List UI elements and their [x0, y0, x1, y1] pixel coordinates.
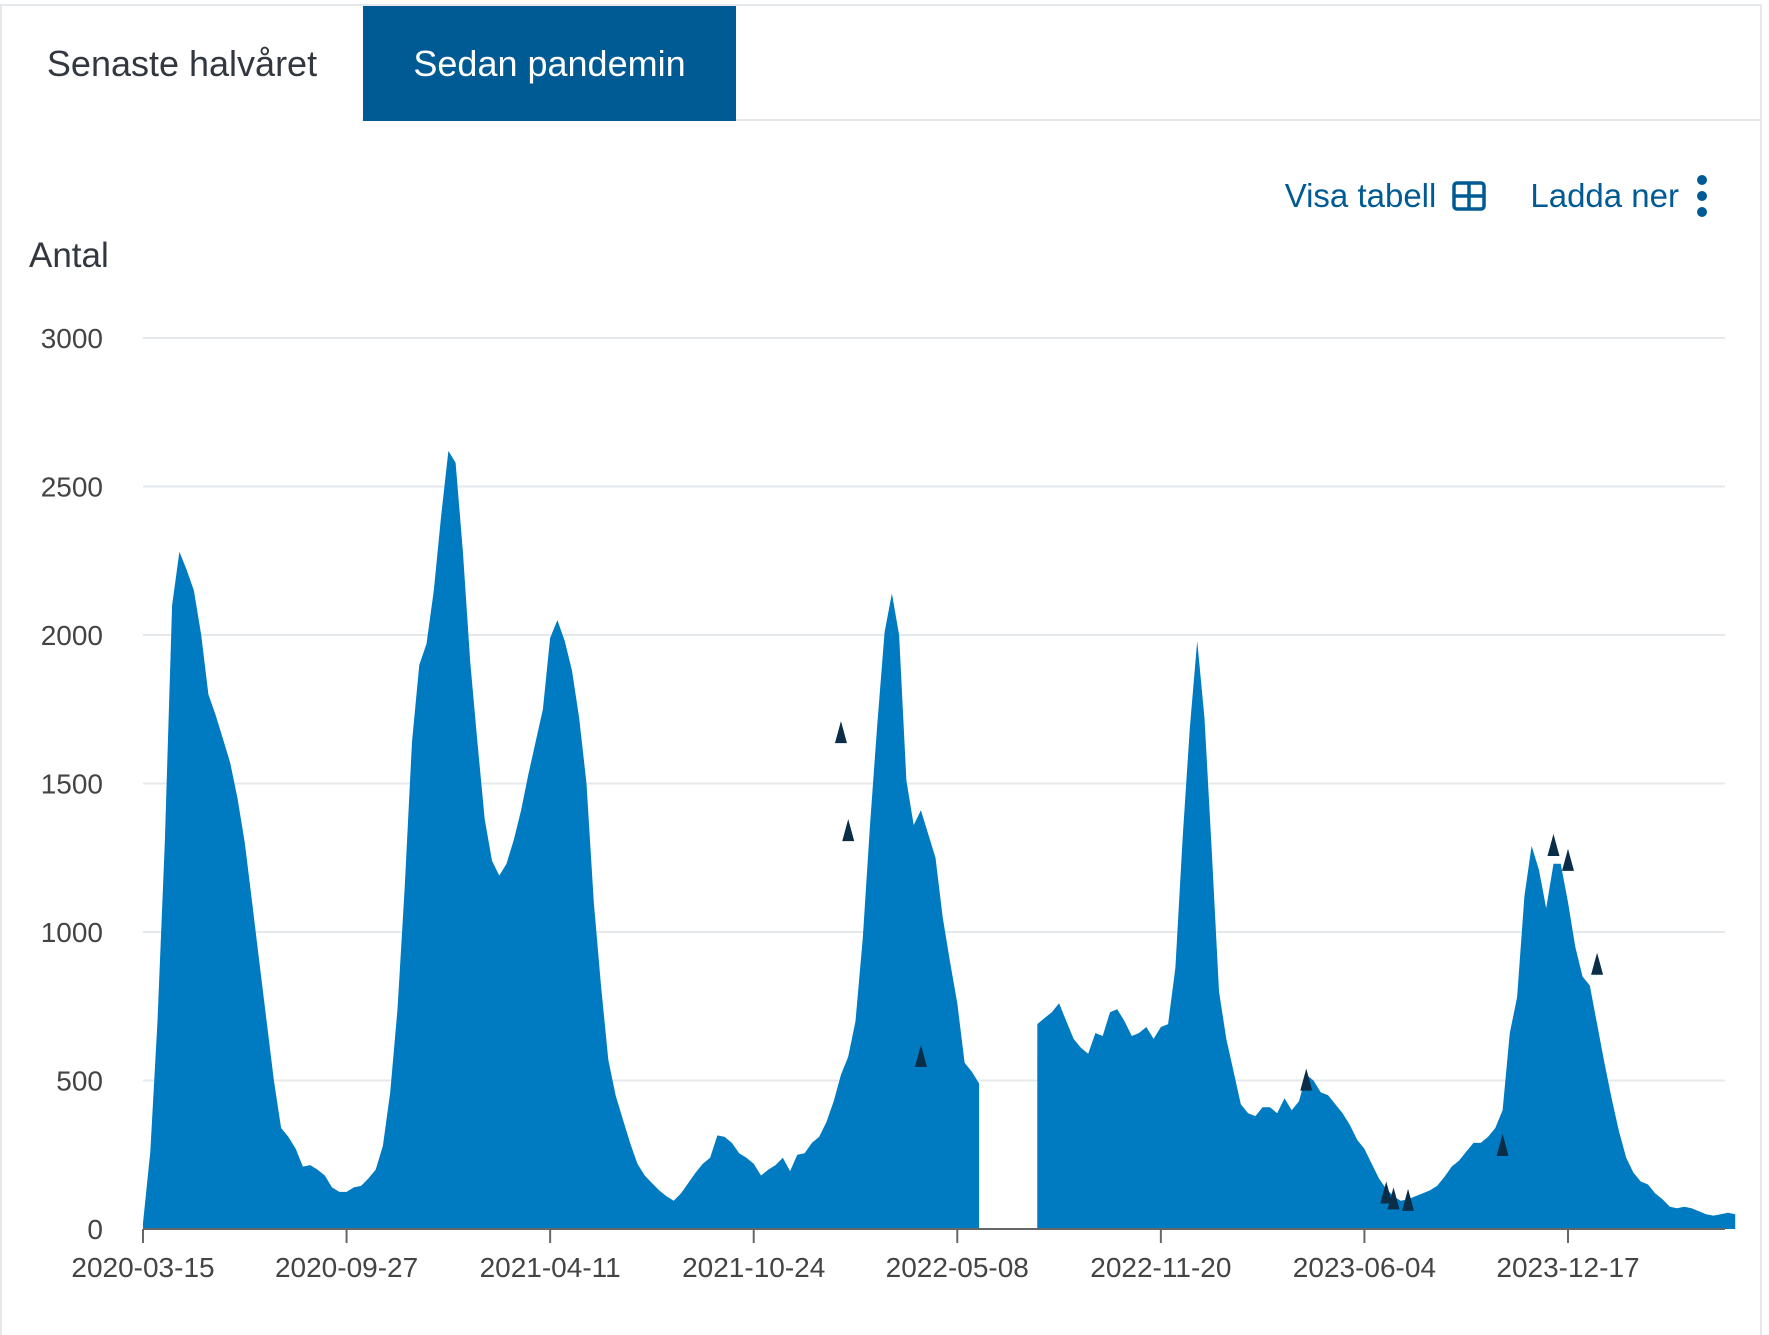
overlay-mark [1387, 1187, 1400, 1210]
tab-sedan-pandemin[interactable]: Sedan pandemin [363, 6, 736, 121]
chart-card [0, 4, 1762, 1335]
tab-senaste-halvaret[interactable]: Senaste halvåret [2, 6, 362, 121]
y-tick-label: 3000 [41, 323, 103, 354]
y-tick-label: 500 [56, 1066, 103, 1097]
area-series-2 [1037, 640, 1736, 1229]
tab-bar: Senaste halvåret Sedan pandemin [2, 6, 1760, 121]
y-tick-label: 2500 [41, 472, 103, 503]
x-tick-label: 2020-09-27 [275, 1252, 418, 1283]
y-tick-label: 1000 [41, 917, 103, 948]
overlay-mark [1402, 1188, 1415, 1211]
x-tick-label: 2022-05-08 [886, 1252, 1029, 1283]
overlay-mark [1300, 1068, 1313, 1091]
overlay-mark [1380, 1181, 1393, 1204]
overlay-mark [834, 721, 847, 744]
x-tick-label: 2023-06-04 [1293, 1252, 1436, 1283]
show-table-button[interactable]: Visa tabell [1285, 177, 1487, 215]
overlay-mark [1591, 952, 1604, 975]
area-series-1 [143, 450, 980, 1229]
overlay-mark [1562, 848, 1574, 871]
x-tick-label: 2020-03-15 [71, 1252, 214, 1283]
overlay-mark [1547, 833, 1560, 856]
x-tick-label: 2021-10-24 [682, 1252, 825, 1283]
kebab-menu-icon[interactable] [1695, 174, 1709, 218]
y-tick-label: 2000 [41, 620, 103, 651]
x-tick-label: 2023-12-17 [1496, 1252, 1639, 1283]
y-tick-label: 0 [87, 1214, 103, 1245]
table-grid-icon [1452, 181, 1487, 211]
x-tick-label: 2022-11-20 [1090, 1252, 1231, 1283]
axes: 0 500 1000 1500 2000 2500 3000 2020-03-15 2020-0… [41, 323, 1725, 1283]
overlay-mark [914, 1044, 927, 1067]
y-axis-title: Antal [29, 236, 109, 275]
tab-label: Sedan pandemin [413, 42, 686, 84]
overlay-mark [842, 819, 855, 842]
download-button[interactable]: Ladda ner [1530, 174, 1709, 218]
show-table-label: Visa tabell [1284, 177, 1437, 214]
x-tick-label: 2021-04-11 [480, 1252, 621, 1283]
area-series [143, 450, 1736, 1229]
overlay-series [834, 721, 1604, 1211]
y-tick-label: 1500 [41, 769, 103, 800]
download-label: Ladda ner [1530, 177, 1679, 214]
tab-label: Senaste halvåret [46, 42, 318, 84]
chart-actions: Visa tabell Ladda ner [1285, 168, 1709, 224]
overlay-mark [1496, 1133, 1509, 1156]
